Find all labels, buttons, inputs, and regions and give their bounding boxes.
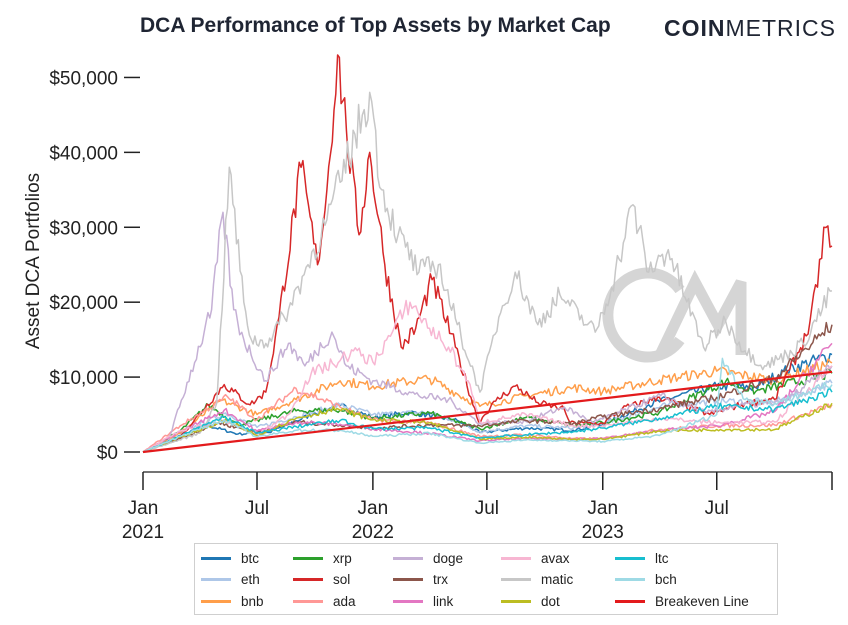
legend-swatch [293, 578, 323, 581]
series-line-avax [142, 299, 833, 453]
legend-item-avax: avax [501, 548, 570, 568]
series-line-bch [142, 357, 833, 453]
series-line-matic [142, 91, 833, 453]
legend-label: matic [541, 572, 574, 587]
legend-label: btc [241, 550, 260, 566]
legend-swatch [201, 556, 231, 560]
legend-swatch [293, 556, 323, 560]
legend-label: bch [655, 572, 677, 587]
legend-item-breakeven-line: Breakeven Line [615, 591, 749, 611]
legend-label: sol [333, 572, 351, 587]
legend-swatch [615, 556, 645, 560]
legend-item-dot: dot [501, 591, 560, 611]
brand-part-1: COIN [664, 15, 726, 41]
x-tick-label: Jan [128, 498, 159, 519]
x-tick-label: Jul [245, 498, 269, 519]
legend-swatch [615, 599, 645, 603]
series-line-bnb [142, 358, 833, 453]
y-tick-label: $50,000 [49, 68, 118, 89]
legend-label: link [433, 593, 454, 609]
legend-item-matic: matic [501, 570, 573, 590]
legend-swatch [615, 578, 645, 581]
legend-item-btc: btc [201, 548, 259, 568]
legend-swatch [501, 578, 531, 581]
x-tick-label: Jul [475, 498, 499, 519]
legend-label: bnb [241, 593, 264, 609]
y-tick-label: $30,000 [49, 218, 118, 239]
series-line-trx [142, 321, 833, 453]
legend-label: trx [433, 572, 448, 587]
x-tick-year-label: 2023 [582, 522, 624, 543]
legend-item-bnb: bnb [201, 591, 264, 611]
chart-plot-area: $0 $10,000 $20,000 $30,000 $40,000 $50,000 Jan… [49, 54, 833, 543]
chart-legend: btc eth bnb xrp sol ada doge trx link avax matic do… [194, 543, 778, 615]
series-line-link [142, 342, 833, 453]
legend-label: doge [433, 550, 464, 566]
legend-item-bch: bch [615, 570, 677, 590]
y-tick-label: $10,000 [49, 368, 118, 389]
y-tick-label: $0 [97, 443, 118, 464]
x-tick-label: Jan [358, 498, 389, 519]
legend-label: avax [541, 550, 570, 566]
legend-swatch [393, 578, 423, 581]
y-tick-label: $20,000 [49, 293, 118, 314]
legend-item-doge: doge [393, 548, 463, 568]
legend-label: dot [541, 593, 560, 609]
series-line-dot [142, 402, 833, 453]
x-tick-label: Jan [587, 498, 618, 519]
legend-item-ltc: ltc [615, 548, 669, 568]
coinmetrics-logo: COINMETRICS [664, 15, 836, 42]
chart-title: DCA Performance of Top Assets by Market … [140, 14, 611, 37]
legend-item-trx: trx [393, 570, 448, 590]
legend-swatch [201, 578, 231, 581]
legend-swatch [293, 599, 323, 603]
cm-watermark [602, 267, 747, 363]
legend-swatch [201, 599, 231, 603]
legend-item-link: link [393, 591, 453, 611]
legend-item-ada: ada [293, 591, 356, 611]
legend-item-sol: sol [293, 570, 350, 590]
legend-label: Breakeven Line [655, 593, 749, 609]
legend-label: ada [333, 593, 356, 609]
series-line-xrp [142, 368, 833, 453]
y-tick-label: $40,000 [49, 143, 118, 164]
legend-label: ltc [655, 550, 669, 566]
brand-part-2: METRICS [725, 15, 836, 41]
x-tick-label: Jul [705, 498, 729, 519]
series-line-breakeven-line [142, 370, 833, 454]
legend-swatch [501, 599, 531, 603]
series-line-eth [142, 379, 833, 453]
legend-item-eth: eth [201, 570, 260, 590]
legend-label: xrp [333, 550, 352, 566]
x-tick-year-label: 2021 [122, 522, 164, 543]
x-tick-year-label: 2022 [352, 522, 394, 543]
legend-swatch [501, 556, 531, 560]
legend-swatch [393, 556, 423, 560]
legend-item-xrp: xrp [293, 548, 352, 568]
legend-swatch [393, 599, 423, 603]
legend-label: eth [241, 572, 260, 587]
